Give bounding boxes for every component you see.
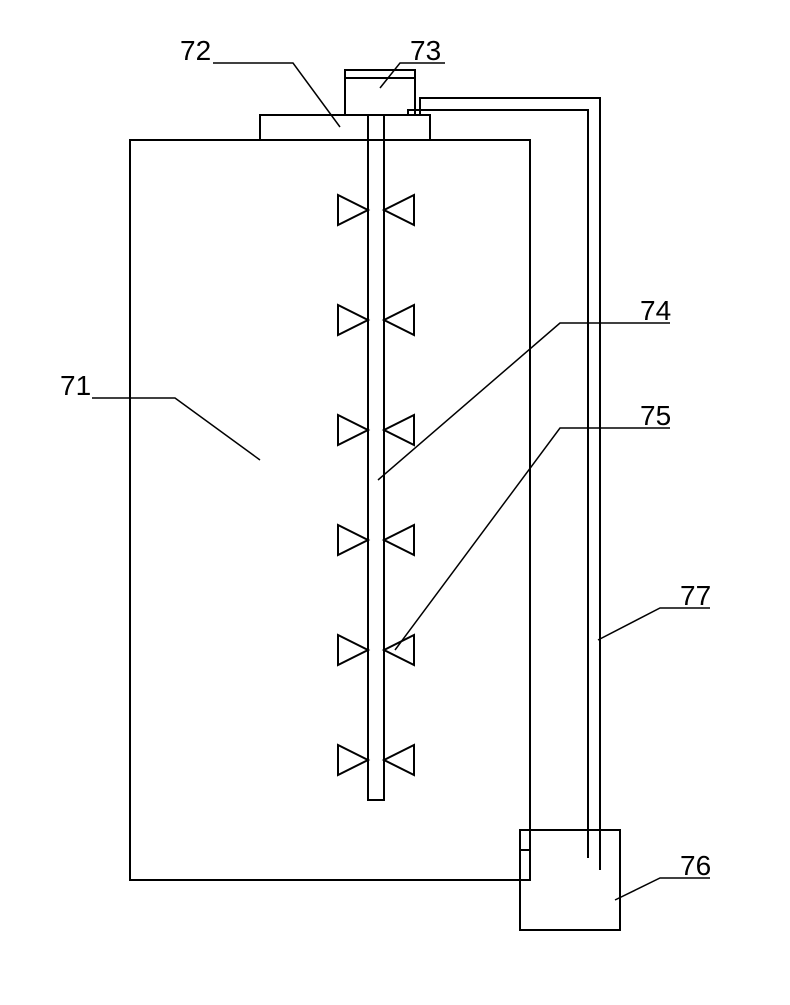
label-73: 73 (410, 35, 441, 67)
label-77: 77 (680, 580, 711, 612)
diagram-svg (0, 0, 790, 1000)
label-71: 71 (60, 370, 91, 402)
label-76: 76 (680, 850, 711, 882)
label-74: 74 (640, 295, 671, 327)
label-75: 75 (640, 400, 671, 432)
diagram-canvas: 71 72 73 74 75 76 77 (0, 0, 790, 1000)
label-72: 72 (180, 35, 211, 67)
